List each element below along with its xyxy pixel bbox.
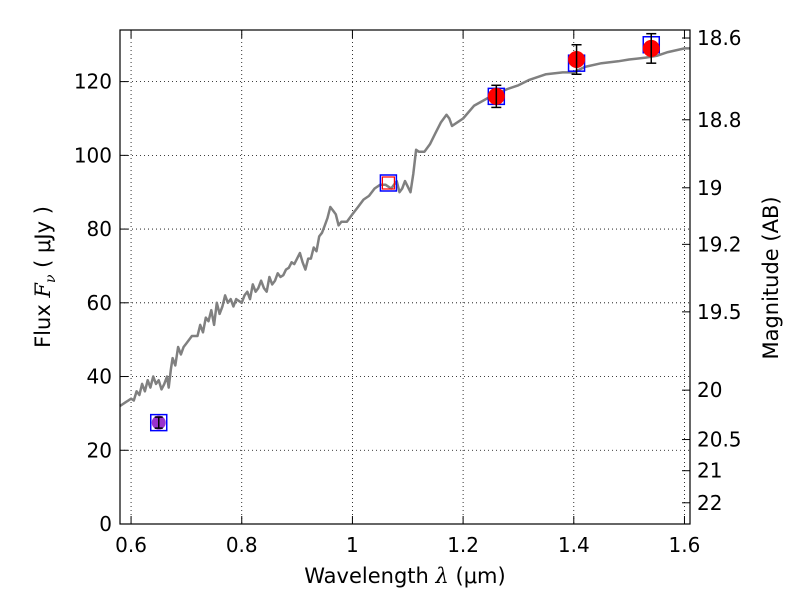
y-tick-label: 80 [87,217,112,241]
magnitude-axis-ticks: 18.6 18.8 19 19.2 19.5 20 20.5 21 22 [682,26,742,515]
synthetic-point [149,413,168,432]
y-axis-ticks: 0 20 40 60 80 100 120 [74,70,128,536]
synthetic-point [379,174,398,192]
mag-tick-label: 19 [697,176,722,200]
mag-tick-label: 18.6 [697,26,742,50]
y-tick-label: 40 [87,365,112,389]
x-tick-label: 1.4 [558,533,590,557]
x-tick-label: 1.6 [669,533,701,557]
y-tick-label: 60 [87,291,112,315]
mag-tick-label: 19.2 [697,232,742,256]
y-tick-label: 0 [99,512,112,536]
model-spectrum-line [119,47,690,408]
plot-frame [119,29,691,525]
plot-background [120,30,690,524]
x-tick-label: 0.6 [115,533,147,557]
x-tick-label: 1 [346,533,359,557]
data-markers [149,32,661,432]
x-tick-label: 0.8 [226,533,258,557]
y-tick-label: 20 [87,438,112,462]
special-point [381,176,395,190]
mag-tick-label: 19.5 [697,300,742,324]
mag-tick-label: 18.8 [697,108,742,132]
magnitude-axis-label: Magnitude (AB) [759,196,783,359]
x-tick-label: 1.2 [447,533,479,557]
mag-tick-label: 21 [697,459,722,483]
model-spectrum [119,47,690,408]
grid [120,30,690,524]
x-axis-ticks: 0.6 0.8 1 1.2 1.4 1.6 [115,30,700,557]
mag-tick-label: 22 [697,491,722,515]
mag-tick-label: 20 [697,378,722,402]
y-tick-label: 120 [74,70,112,94]
y-tick-label: 100 [74,143,112,167]
x-axis-label: Wavelength λ (μm) [304,564,505,588]
y-axis-label: Flux Fν ( μJy ) [31,206,59,348]
mag-tick-label: 20.5 [697,428,742,452]
